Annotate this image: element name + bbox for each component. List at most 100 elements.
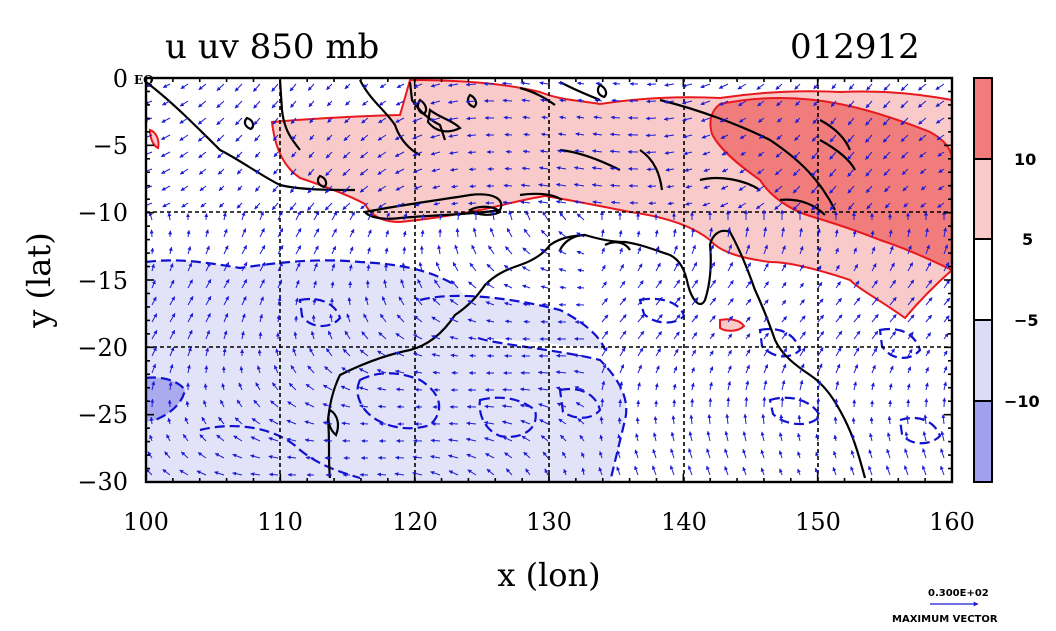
wind-vector-arrow <box>169 346 175 357</box>
wind-vector-arrow <box>576 115 585 120</box>
wind-vector-arrow <box>327 330 333 340</box>
wind-vector-arrow <box>341 367 351 374</box>
wind-vector-arrow <box>742 466 747 476</box>
wind-vector-arrow <box>721 168 729 173</box>
wind-vector-arrow <box>366 264 371 272</box>
wind-vector-arrow <box>737 202 747 209</box>
wind-vector-arrow <box>619 381 624 391</box>
wind-vector-arrow <box>832 466 837 476</box>
wind-vector-arrow <box>448 470 459 476</box>
wind-vector-arrow <box>216 100 225 109</box>
wind-vector-arrow <box>616 450 621 459</box>
wind-vector-arrow <box>831 83 837 90</box>
wind-vector-arrow <box>889 245 894 255</box>
wind-vector-arrow <box>673 314 681 323</box>
wind-vector-arrow <box>327 117 333 123</box>
wind-vector-arrow <box>637 330 645 340</box>
wind-vector-arrow <box>466 133 477 138</box>
wind-vector-arrow <box>834 229 839 238</box>
wind-vector-arrow <box>853 381 858 391</box>
wind-vector-arrow <box>558 231 567 238</box>
wind-vector-arrow <box>151 329 158 340</box>
wind-vector-arrow <box>655 331 663 340</box>
wind-vector-arrow <box>290 100 297 108</box>
wind-vector-arrow <box>684 168 693 172</box>
wind-vector-arrow <box>412 151 423 157</box>
wind-vector-arrow <box>521 166 531 171</box>
wind-vector-arrow <box>943 297 951 306</box>
wind-vector-arrow <box>216 434 225 442</box>
wind-vector-arrow <box>811 168 819 177</box>
wind-vector-arrow <box>273 365 279 374</box>
wind-vector-arrow <box>259 262 266 272</box>
colorbar-label: −10 <box>1004 392 1040 411</box>
wind-vector-arrow <box>344 330 351 340</box>
wind-vector-arrow <box>691 332 698 340</box>
wind-vector-arrow <box>342 348 351 357</box>
wind-vector-arrow <box>240 331 245 340</box>
wind-vector-arrow <box>344 83 351 90</box>
wind-vector-arrow <box>888 229 893 238</box>
wind-vector-arrow <box>727 333 733 340</box>
wind-vector-arrow <box>688 448 693 459</box>
wind-vector-arrow <box>166 434 171 442</box>
wind-vector-arrow <box>489 227 495 238</box>
wind-vector-arrow <box>792 168 801 177</box>
wind-vector-arrow <box>835 363 841 374</box>
x-tick-label: 130 <box>526 508 572 536</box>
wind-vector-arrow <box>235 117 243 126</box>
wind-vector-arrow <box>358 368 369 374</box>
wind-vector-arrow <box>690 227 695 238</box>
wind-vector-arrow <box>430 83 441 88</box>
wind-vector-arrow <box>600 398 605 408</box>
wind-vector-arrow <box>286 419 297 425</box>
wind-vector-arrow <box>232 471 243 476</box>
wind-vector-arrow <box>432 185 441 190</box>
wind-vector-arrow <box>776 134 783 140</box>
wind-vector-arrow <box>398 296 405 306</box>
wind-vector-arrow <box>778 432 783 442</box>
wind-vector-arrow <box>609 166 621 171</box>
wind-vector-arrow <box>449 150 459 155</box>
wind-vector-arrow <box>358 386 369 391</box>
wind-vector-arrow <box>869 432 873 442</box>
wind-vector-arrow <box>673 331 680 340</box>
wind-vector-arrow <box>505 246 513 255</box>
wind-vector-arrow <box>763 316 769 323</box>
wind-vector-arrow <box>688 431 693 442</box>
colorbar: 10 5 −5 −10 <box>973 77 1040 483</box>
wind-vector-arrow <box>817 265 822 272</box>
wind-vector-arrow <box>169 279 175 289</box>
wind-vector-arrow <box>241 313 246 323</box>
wind-vector-arrow <box>430 438 441 443</box>
wind-vector-arrow <box>900 117 909 126</box>
wind-vector-arrow <box>540 285 549 290</box>
wind-vector-arrow <box>645 150 657 155</box>
wind-vector-arrow <box>634 465 639 476</box>
wind-vector-arrow <box>277 262 284 272</box>
wind-vector-arrow <box>203 400 207 408</box>
wind-vector-arrow <box>709 315 716 323</box>
wind-vector-arrow <box>448 421 459 426</box>
wind-vector-arrow <box>307 185 315 194</box>
wind-vector-arrow <box>485 452 495 459</box>
wind-vector-arrow <box>268 472 279 477</box>
wind-vector-arrow <box>312 298 317 306</box>
wind-vector-arrow <box>797 451 801 459</box>
wind-vector-arrow <box>307 365 315 374</box>
wind-vector-arrow <box>738 117 747 123</box>
vector-key: 0.300E+02 MAXIMUM VECTOR <box>892 588 998 625</box>
wind-vector-arrow <box>637 382 641 391</box>
y-axis-label: y (lat) <box>20 232 58 328</box>
wind-vector-arrow <box>577 98 585 103</box>
wind-vector-arrow <box>167 417 172 425</box>
wind-vector-arrow <box>329 313 334 323</box>
wind-vector-arrow <box>168 246 173 255</box>
wind-vector-arrow <box>151 263 155 272</box>
wind-vector-arrow <box>179 151 189 158</box>
wind-vector-arrow <box>169 263 174 272</box>
wind-vector-arrow <box>652 448 657 459</box>
wind-vector-arrow <box>367 229 372 238</box>
wind-vector-arrow <box>239 366 244 374</box>
wind-vector-arrow <box>700 100 711 106</box>
